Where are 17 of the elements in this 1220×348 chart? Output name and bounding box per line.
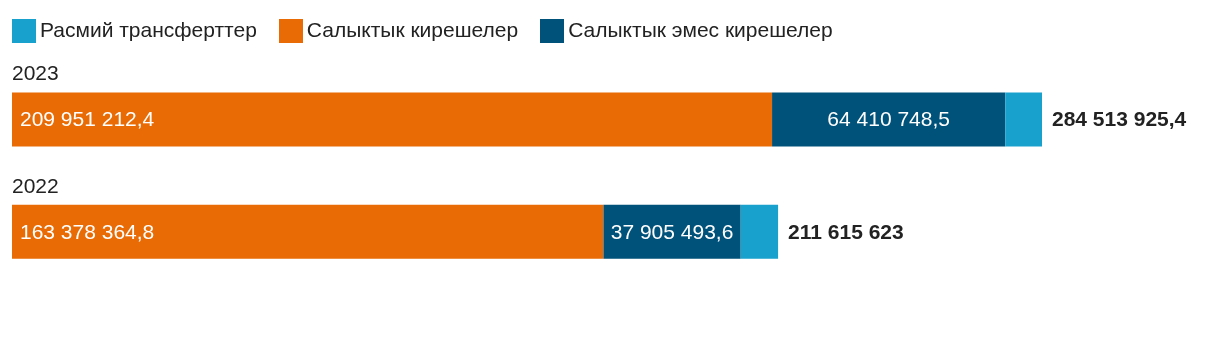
bar	[772, 92, 1006, 147]
legend-label: Салыктык кирешелер	[306, 18, 519, 41]
bar	[12, 92, 773, 147]
total-label: 211 615 623	[788, 219, 904, 243]
data-label: 163 378 364,8	[20, 219, 155, 243]
bar	[1005, 92, 1042, 147]
data-label: 209 951 212,4	[20, 107, 155, 131]
legend-label: Расмий трансферттер	[40, 18, 257, 41]
bar	[603, 204, 741, 259]
data-label: 64 410 748,5	[827, 107, 950, 131]
bar	[12, 204, 604, 259]
data-label: 37 905 493,6	[610, 219, 734, 243]
bar	[740, 204, 779, 259]
y-tick-label: 2022	[12, 173, 59, 197]
legend-label: Салыктык эмес кирешелер	[568, 18, 833, 41]
y-tick-label: 2023	[12, 61, 59, 85]
total-label: 284 513 925,4	[1052, 107, 1187, 131]
